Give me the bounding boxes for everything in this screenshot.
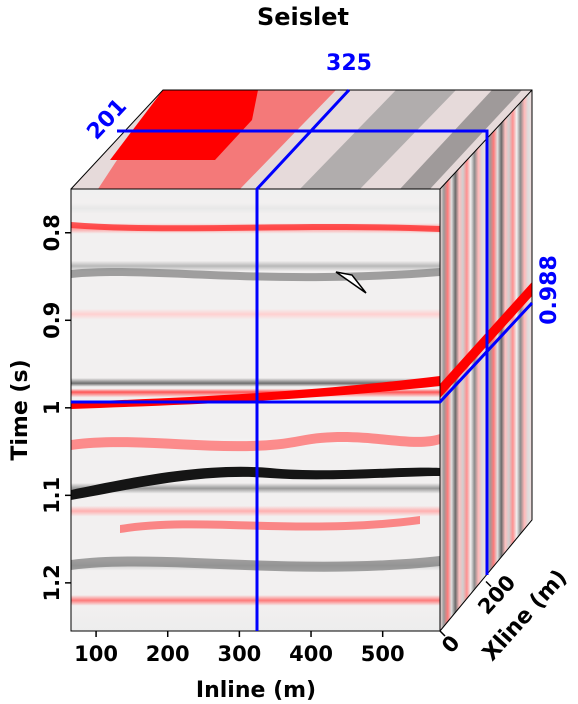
slice-lines: [71, 88, 534, 631]
y-axis-label: Time (s): [8, 359, 33, 460]
x-tick-label: 100: [74, 642, 118, 666]
y-axis: 0.8 0.9 1 1.1 1.2: [40, 214, 71, 601]
x-tick-label: 500: [361, 642, 405, 666]
y-tick-label: 1.2: [40, 564, 64, 601]
inline-slice-label: 325: [326, 51, 372, 76]
chart-title: Seislet: [257, 3, 349, 31]
top-face-grey-band: [300, 90, 456, 189]
annotation-arrow-icon: [335, 271, 367, 294]
z-tick-label: 0: [437, 631, 465, 658]
x-tick-label: 200: [146, 642, 190, 666]
y-tick-label: 0.8: [40, 214, 64, 251]
x-tick-label: 300: [217, 642, 261, 666]
z-tick: [485, 580, 492, 588]
time-slice-label: 0.988: [537, 255, 562, 325]
y-tick-label: 1.1: [40, 477, 64, 514]
front-black-streak: [71, 466, 440, 500]
top-face-grey-band-2: [400, 90, 522, 189]
top-face-red-core: [110, 90, 258, 160]
z-tick: [439, 630, 446, 637]
x-axis: 100 200 300 400 500: [74, 631, 405, 666]
time-slice-line: [71, 301, 534, 404]
inline-slice-line: [255, 88, 351, 631]
xline-slice-line: [117, 129, 489, 575]
y-tick-label: 0.9: [40, 302, 64, 339]
x-axis-label: Inline (m): [196, 678, 316, 703]
x-tick-label: 400: [289, 642, 333, 666]
y-tick-label: 1: [40, 400, 64, 415]
front-red-wave-3: [120, 516, 420, 533]
